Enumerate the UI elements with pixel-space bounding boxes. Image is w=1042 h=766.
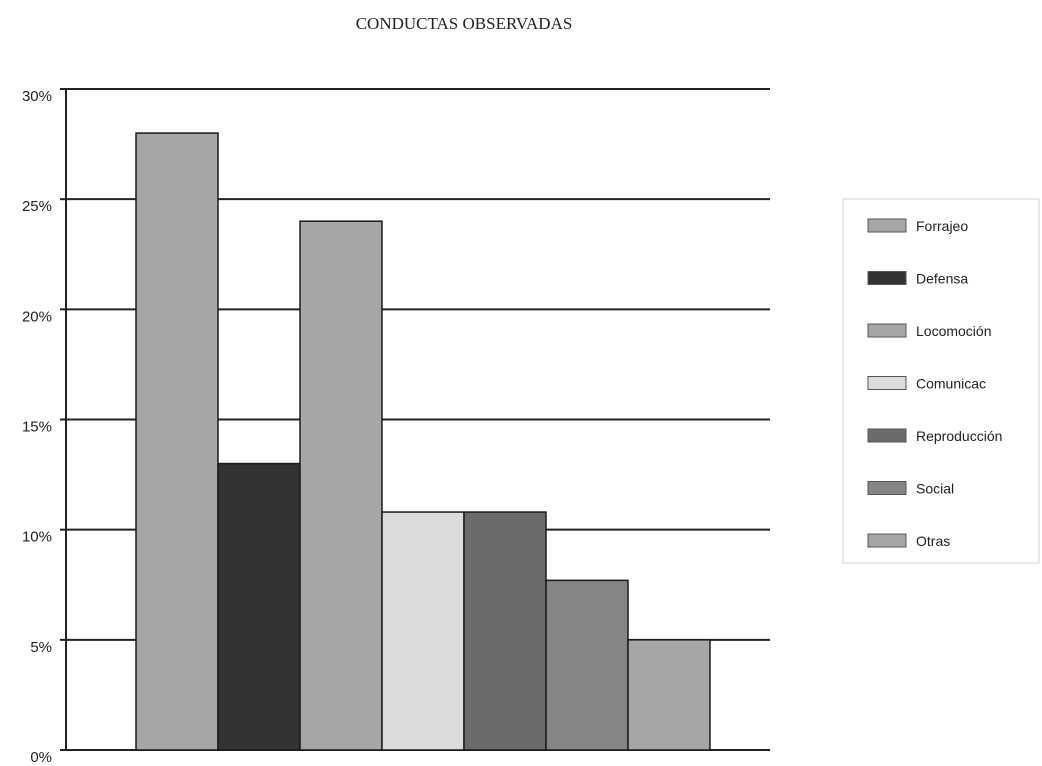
- legend-label: Defensa: [916, 271, 968, 287]
- legend-swatch: [867, 533, 907, 548]
- legend-swatch: [867, 481, 907, 495]
- bars: [135, 132, 711, 751]
- legend-swatch: [867, 323, 907, 338]
- y-tick-label: 5%: [30, 639, 52, 656]
- legend-label: Otras: [916, 533, 950, 549]
- legend-label: Locomoción: [916, 323, 992, 339]
- bar: [135, 132, 219, 751]
- y-tick-label: 15%: [22, 419, 52, 436]
- y-tick-label: 20%: [22, 308, 52, 325]
- bar: [545, 579, 629, 751]
- y-tick-label: 30%: [22, 88, 52, 105]
- y-tick-label: 10%: [22, 529, 52, 546]
- bar: [299, 220, 383, 751]
- legend-label: Comunicac: [916, 376, 986, 392]
- y-tick-label: 0%: [30, 749, 52, 766]
- legend-swatch: [867, 376, 907, 390]
- legend: Forrajeo Defensa Locomoción Comunicac Reprod…: [842, 198, 1040, 564]
- legend-label: Reproducción: [916, 428, 1002, 444]
- legend-swatch: [867, 218, 907, 233]
- bar: [381, 511, 465, 751]
- legend-swatch: [867, 428, 907, 443]
- y-axis-ticks: 0% 5% 10% 15% 20% 25% 30%: [22, 88, 66, 766]
- legend-label: Social: [916, 481, 954, 497]
- bar: [217, 462, 301, 751]
- legend-label: Forrajeo: [916, 218, 968, 234]
- legend-swatch: [867, 271, 907, 285]
- chart-title: CONDUCTAS OBSERVADAS: [356, 14, 573, 33]
- y-tick-label: 25%: [22, 198, 52, 215]
- bar: [463, 511, 547, 751]
- bar: [627, 639, 711, 751]
